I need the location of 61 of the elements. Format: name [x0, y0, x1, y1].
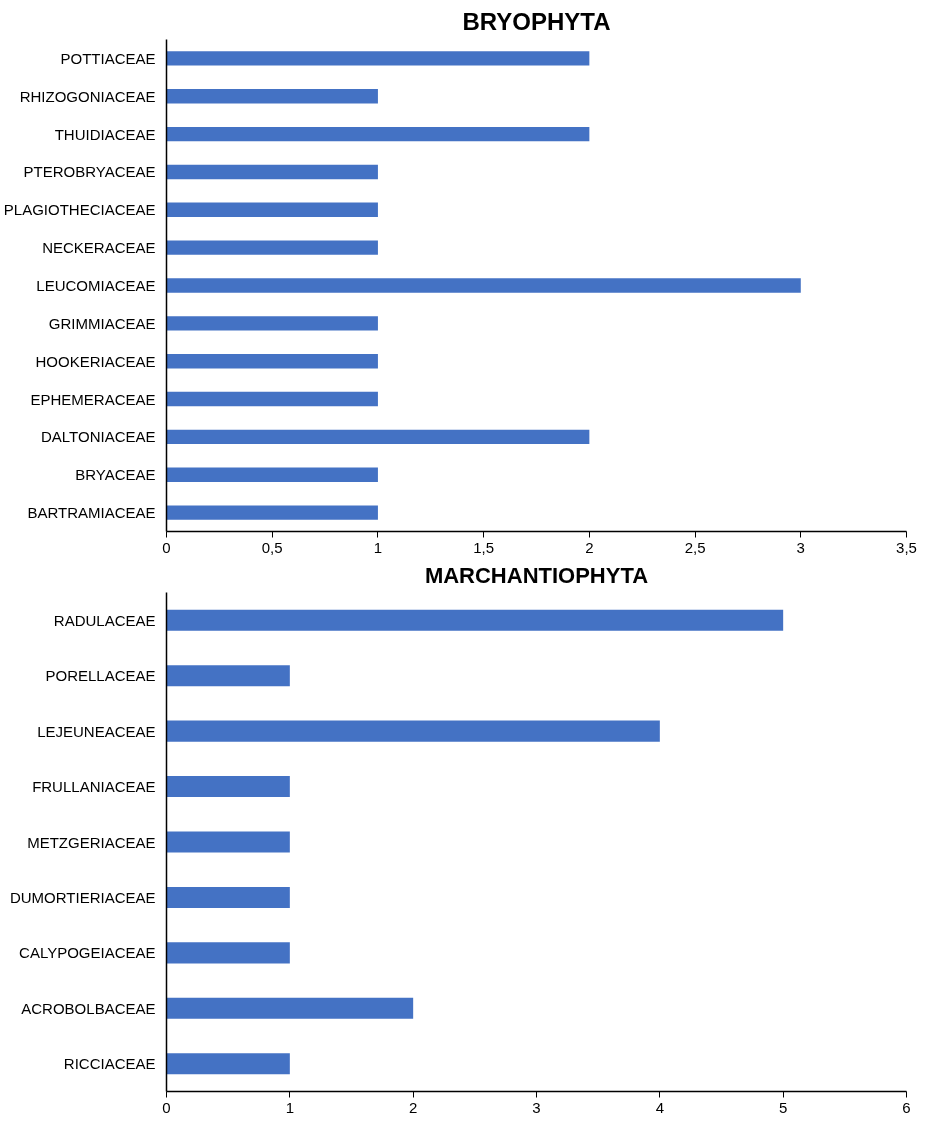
bar	[166, 886, 290, 908]
bar	[166, 202, 378, 217]
y-tick-label: THUIDIACEAE	[54, 125, 156, 143]
y-tick-label: CALYPOGEIACEAE	[19, 944, 156, 962]
bar	[166, 776, 290, 798]
x-tick-label: 1	[373, 538, 383, 556]
y-tick-label: GRIMMIACEAE	[48, 314, 156, 332]
x-tick-label: 2	[409, 1098, 418, 1116]
bar	[166, 467, 378, 482]
y-tick-label: EPHEMERACEAE	[30, 390, 156, 408]
y-tick-label: LEJEUNEACEAE	[37, 722, 156, 740]
bar	[166, 164, 378, 180]
bar	[166, 89, 378, 104]
bar	[166, 429, 590, 445]
x-tick-label: 1	[285, 1098, 295, 1116]
bar	[166, 354, 378, 369]
y-tick-label: BARTRAMIACEAE	[27, 504, 156, 522]
bar	[166, 505, 378, 520]
y-tick-label: METZGERIACEAE	[27, 833, 156, 851]
y-tick-label: ACROBOLBACEAE	[21, 999, 156, 1017]
bar	[166, 51, 590, 66]
x-tick-label: 0	[162, 538, 171, 556]
y-tick-label: HOOKERIACEAE	[35, 352, 156, 370]
x-tick-label: 0,5	[261, 538, 283, 556]
y-tick-label: RADULACEAE	[53, 611, 156, 629]
y-tick-label: RICCIACEAE	[63, 1055, 156, 1073]
y-tick-label: LEUCOMIACEAE	[36, 277, 156, 294]
bar	[166, 665, 290, 687]
x-tick-label: 4	[655, 1098, 665, 1116]
x-tick-label: 2	[585, 538, 594, 556]
bar	[166, 126, 590, 142]
bar	[166, 720, 660, 742]
x-tick-label: 3	[796, 538, 805, 556]
x-tick-label: 5	[779, 1098, 788, 1116]
y-tick-label: DUMORTIERIACEAE	[9, 888, 156, 906]
bar	[166, 942, 290, 964]
bar	[166, 609, 784, 631]
y-tick-label: DALTONIACEAE	[41, 428, 156, 446]
bar	[166, 997, 414, 1019]
x-tick-label: 6	[902, 1098, 911, 1116]
x-tick-label: 3	[532, 1098, 541, 1116]
y-tick-label: FRULLANIACEAE	[32, 778, 156, 796]
y-tick-label: PORELLACEAE	[45, 667, 156, 685]
bar	[166, 278, 801, 293]
chart-title: BRYOPHYTA	[462, 7, 611, 35]
bar	[166, 1053, 290, 1075]
x-tick-label: 1,5	[473, 538, 495, 556]
y-tick-label: POTTIACEAE	[60, 49, 156, 67]
chart-title: MARCHANTIOPHYTA	[424, 562, 649, 588]
bar	[166, 316, 378, 331]
bar	[166, 391, 378, 407]
bar	[166, 831, 290, 853]
y-tick-label: RHIZOGONIACEAE	[19, 87, 156, 105]
y-tick-label: PLAGIOTHECIACEAE	[3, 201, 156, 219]
y-tick-label: PTEROBRYACEAE	[23, 163, 156, 181]
bar	[166, 240, 378, 255]
x-tick-label: 3,5	[896, 538, 917, 556]
y-tick-label: BRYACEAE	[75, 466, 156, 484]
x-tick-label: 2,5	[684, 538, 706, 556]
y-tick-label: NECKERACEAE	[42, 239, 156, 257]
x-tick-label: 0	[162, 1098, 171, 1116]
